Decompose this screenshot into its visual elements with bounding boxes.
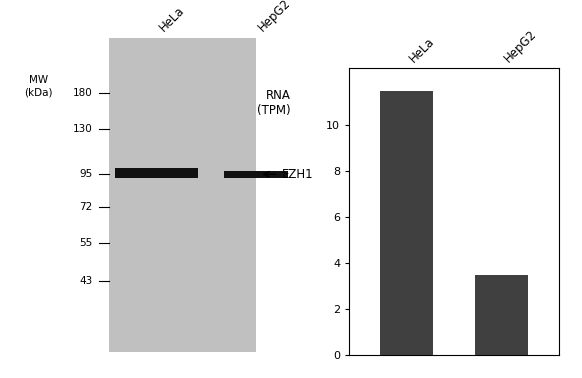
Text: HepG2: HepG2 <box>256 0 294 34</box>
Bar <box>380 91 432 355</box>
Bar <box>115 169 198 178</box>
Text: 43: 43 <box>80 276 93 286</box>
Bar <box>109 38 256 352</box>
Text: EZH1: EZH1 <box>282 168 313 181</box>
Text: 95: 95 <box>80 169 93 179</box>
Text: 72: 72 <box>80 202 93 212</box>
Text: MW
(kDa): MW (kDa) <box>24 76 52 97</box>
Bar <box>475 275 528 355</box>
Text: 130: 130 <box>73 124 93 134</box>
Text: 55: 55 <box>80 238 93 248</box>
Bar <box>224 171 288 178</box>
Text: 180: 180 <box>73 88 93 98</box>
Y-axis label: RNA
(TPM): RNA (TPM) <box>257 88 290 116</box>
Text: HeLa: HeLa <box>157 4 187 34</box>
